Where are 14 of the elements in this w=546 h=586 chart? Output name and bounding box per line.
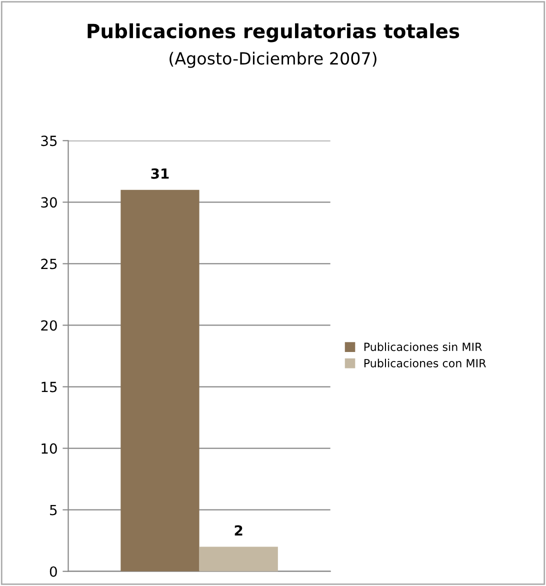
- y-tick-label: 30: [41, 197, 57, 208]
- y-tick-label: 5: [50, 504, 57, 516]
- chart-subtitle: (Agosto-Diciembre 2007): [170, 52, 376, 68]
- data-label: 31: [151, 168, 169, 179]
- y-tick-label: 15: [42, 382, 57, 392]
- y-tick-label: 35: [41, 136, 57, 146]
- legend-label: Publicaciones sin MIR: [364, 342, 482, 352]
- chart-title: Publicaciones regulatorias totales: [88, 23, 460, 42]
- y-tick-label: 0: [50, 566, 57, 577]
- y-tick-label: 20: [41, 320, 57, 331]
- data-label: 2: [234, 525, 242, 536]
- y-tick-label: 25: [41, 258, 57, 270]
- legend-label: Publicaciones con MIR: [364, 358, 486, 368]
- y-tick-label: 10: [42, 443, 57, 454]
